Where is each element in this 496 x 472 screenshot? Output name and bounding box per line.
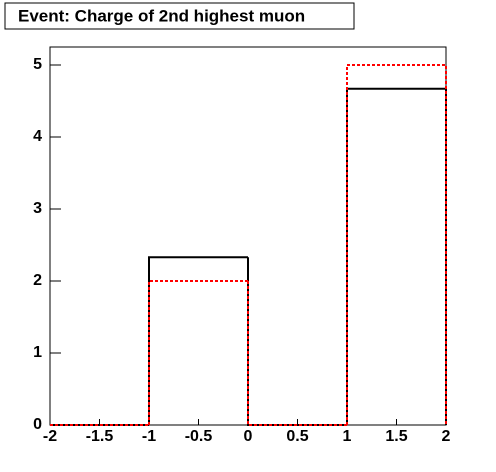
y-tick-label: 0: [33, 416, 42, 433]
x-tick-label: 0: [244, 428, 253, 445]
histogram-bin: [346, 64, 447, 425]
histogram-bin: [148, 280, 248, 425]
chart-title: Event: Charge of 2nd highest muon: [18, 6, 305, 25]
x-tick-label: -1.5: [86, 428, 114, 445]
x-tick-label: -2: [43, 428, 57, 445]
y-tick-label: 4: [33, 128, 42, 145]
x-tick-label: 1.5: [385, 428, 407, 445]
y-tick-label: 5: [33, 56, 42, 73]
x-tick-label: -0.5: [185, 428, 213, 445]
x-tick-label: -1: [142, 428, 156, 445]
y-tick-label: 1: [33, 344, 42, 361]
title-box: [4, 2, 355, 30]
x-tick-label: 0.5: [286, 428, 308, 445]
x-tick-label: 2: [442, 428, 451, 445]
x-tick-label: 1: [343, 428, 352, 445]
y-tick-label: 2: [33, 272, 42, 289]
histogram-bin: [247, 281, 347, 426]
y-tick-label: 3: [33, 200, 42, 217]
